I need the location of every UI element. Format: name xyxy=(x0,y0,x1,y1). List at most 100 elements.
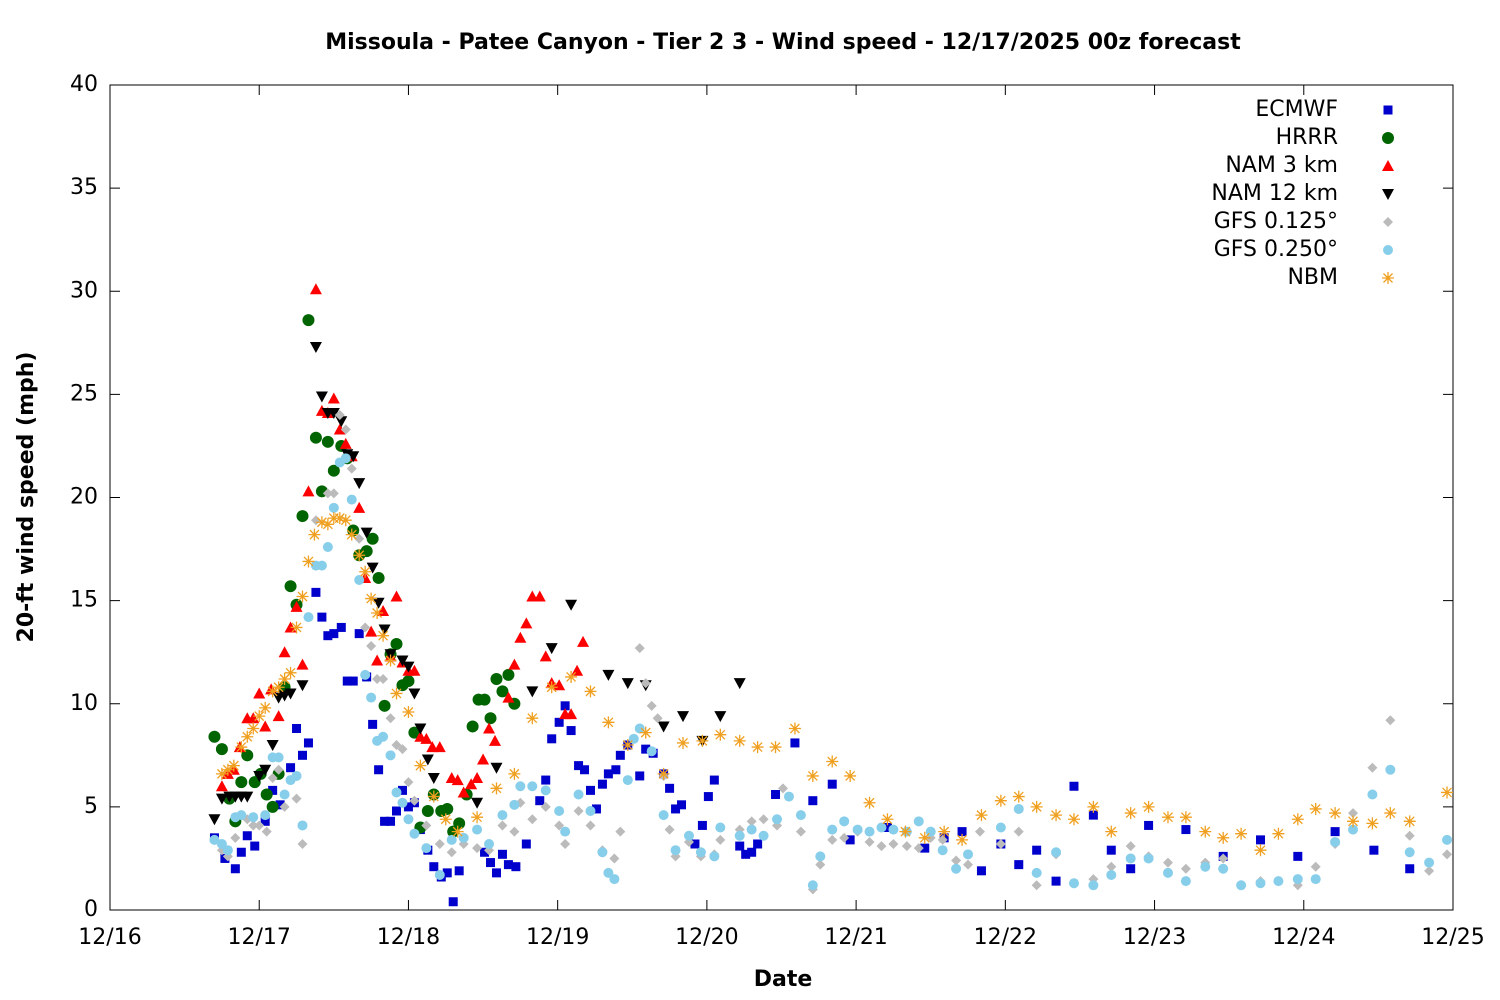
point xyxy=(484,712,497,725)
point xyxy=(622,775,633,786)
point xyxy=(253,710,266,723)
point xyxy=(974,826,985,837)
point xyxy=(259,764,272,776)
point xyxy=(1181,825,1191,835)
point xyxy=(1106,845,1116,855)
point xyxy=(275,800,285,810)
point xyxy=(397,744,408,755)
point xyxy=(920,843,930,853)
point xyxy=(402,706,415,718)
point xyxy=(864,826,875,837)
legend-swatch xyxy=(1383,245,1393,255)
point xyxy=(421,820,432,831)
point xyxy=(1218,863,1229,874)
point xyxy=(566,726,576,736)
point xyxy=(951,855,962,866)
y-tick-label: 0 xyxy=(84,897,98,922)
point xyxy=(359,565,372,578)
point xyxy=(368,719,378,729)
point xyxy=(360,669,371,680)
point xyxy=(208,730,221,743)
point xyxy=(735,841,745,851)
point xyxy=(1051,876,1061,886)
point xyxy=(334,410,345,420)
point xyxy=(408,726,421,739)
point xyxy=(1442,834,1453,845)
point xyxy=(366,641,377,651)
point xyxy=(296,680,309,692)
point xyxy=(709,775,719,785)
point xyxy=(515,781,526,792)
point xyxy=(827,834,838,845)
point xyxy=(888,824,899,835)
point xyxy=(490,673,503,685)
point xyxy=(864,836,875,847)
point xyxy=(260,816,270,826)
point xyxy=(402,661,415,673)
point xyxy=(278,646,291,658)
point xyxy=(696,734,709,747)
point xyxy=(1441,786,1454,799)
point xyxy=(913,816,924,827)
point xyxy=(1180,876,1191,887)
point xyxy=(1069,781,1079,791)
chart-title: Missoula - Patee Canyon - Tier 2 3 - Win… xyxy=(325,30,1241,55)
point xyxy=(248,820,259,831)
point xyxy=(391,740,402,750)
point xyxy=(477,753,490,765)
point xyxy=(466,720,479,733)
point xyxy=(272,710,285,722)
point xyxy=(451,774,464,786)
point xyxy=(733,734,746,747)
point xyxy=(439,813,452,826)
point xyxy=(652,713,663,724)
point xyxy=(881,813,894,826)
y-tick-label: 10 xyxy=(70,691,98,716)
legend-swatch xyxy=(1382,272,1394,284)
point xyxy=(769,741,782,754)
point xyxy=(453,817,466,830)
point xyxy=(788,722,801,735)
point xyxy=(222,845,233,856)
point xyxy=(640,678,651,689)
point xyxy=(503,860,513,870)
point xyxy=(296,590,309,603)
point xyxy=(372,674,383,684)
point xyxy=(266,740,279,751)
point xyxy=(208,814,221,826)
point xyxy=(521,839,531,849)
point xyxy=(670,845,681,856)
point xyxy=(328,488,339,499)
point xyxy=(316,560,327,571)
point xyxy=(254,820,265,831)
point xyxy=(227,759,240,772)
y-tick-label: 25 xyxy=(70,381,98,406)
point xyxy=(302,485,315,497)
point xyxy=(671,804,681,814)
legend-label: NAM 3 km xyxy=(1225,153,1338,178)
point xyxy=(1235,827,1248,840)
point xyxy=(790,738,800,748)
point xyxy=(1272,827,1285,840)
point xyxy=(478,693,491,706)
point xyxy=(366,532,379,545)
point xyxy=(665,783,675,793)
point xyxy=(1424,857,1435,868)
point xyxy=(241,730,254,743)
y-tick-label: 35 xyxy=(70,175,98,200)
point xyxy=(715,834,726,845)
point xyxy=(378,731,389,742)
point xyxy=(308,528,321,541)
point xyxy=(758,830,769,841)
point xyxy=(347,451,360,463)
point xyxy=(1014,860,1024,870)
point xyxy=(327,464,340,477)
point xyxy=(545,681,558,694)
point xyxy=(1030,800,1043,813)
point xyxy=(309,341,322,353)
point xyxy=(215,793,228,805)
point xyxy=(611,765,621,775)
point xyxy=(573,806,584,816)
point xyxy=(291,770,302,781)
legend-swatch xyxy=(1382,189,1394,200)
